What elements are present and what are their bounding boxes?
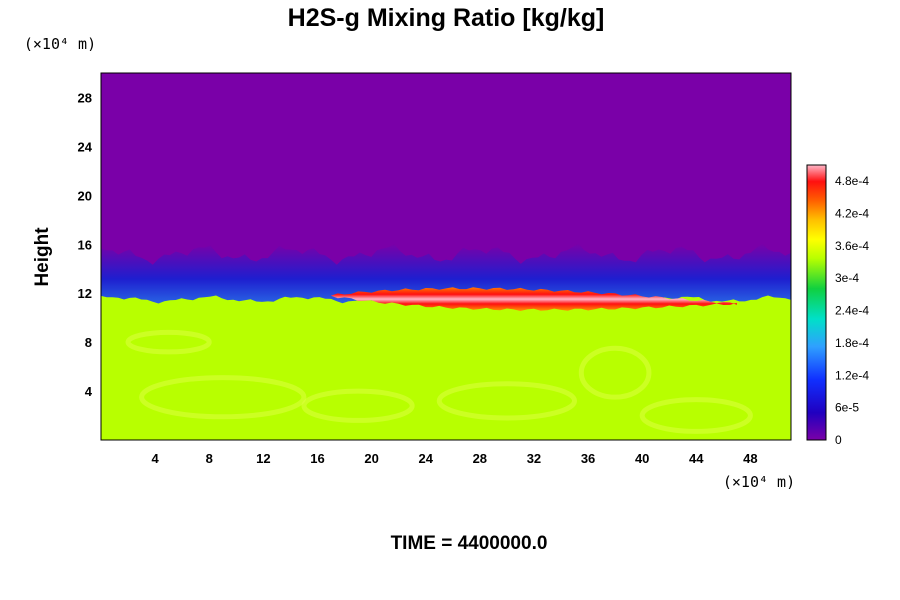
x-tick-label: 36 [581,451,595,466]
y-tick-label: 20 [78,188,92,203]
x-tick-label: 8 [206,451,213,466]
y-axis-label: Height [32,227,53,287]
y-tick-labels: 4 8 12 16 20 24 28 [78,90,93,399]
swirl [139,375,307,420]
colorbar-tick-label: 1.8e-4 [835,336,869,350]
y-tick-label: 12 [78,286,92,301]
x-tick-label: 40 [635,451,649,466]
colorbar-tick-label: 4.8e-4 [835,174,869,188]
y-tick-label: 8 [85,335,92,350]
x-tick-label: 4 [152,451,160,466]
x-tick-label: 24 [418,451,433,466]
colorbar: 0 6e-5 1.2e-4 1.8e-4 2.4e-4 3e-4 3.6e-4 4.2e-4 4… [806,164,869,447]
y-tick-label: 16 [78,237,92,252]
swirl [639,397,753,434]
colorbar-tick-label: 3.6e-4 [835,239,869,253]
y-unit-label: (×10⁴ m) [24,35,96,53]
x-tick-label: 28 [473,451,487,466]
x-tick-labels: 4 8 12 16 20 24 28 32 36 40 44 48 [152,451,758,466]
colorbar-tick-label: 4.2e-4 [835,207,869,221]
colorbar-tick-label: 1.2e-4 [835,368,869,382]
x-tick-label: 20 [364,451,378,466]
swirl [125,329,212,355]
chart-title: H2S-g Mixing Ratio [kg/kg] [288,4,605,32]
x-tick-label: 16 [310,451,324,466]
plot-frame [100,72,792,441]
swirl [436,381,578,421]
y-tick-label: 28 [78,90,92,105]
lower-layer-swirls [125,329,753,434]
swirl [301,388,415,423]
x-tick-label: 48 [743,451,757,466]
peak-band [331,287,737,311]
colorbar-tick-label: 3e-4 [835,271,859,285]
x-unit-label: (×10⁴ m) [723,473,795,491]
colorbar-tick-label: 0 [835,433,842,447]
colorbar-gradient-bar [806,164,827,441]
y-tick-label: 24 [78,139,93,154]
colorbar-tick-labels: 0 6e-5 1.2e-4 1.8e-4 2.4e-4 3e-4 3.6e-4 4.2e-4 4… [835,174,869,447]
x-tick-label: 12 [256,451,270,466]
swirl [578,345,652,400]
colorbar-tick-label: 6e-5 [835,401,859,415]
lower-layer [101,295,791,440]
colorbar-tick-label: 2.4e-4 [835,304,869,318]
x-tick-label: 32 [527,451,541,466]
x-tick-label: 44 [689,451,704,466]
time-label: TIME = 4400000.0 [391,533,548,554]
y-tick-label: 4 [85,384,93,399]
plot-area [100,72,792,441]
